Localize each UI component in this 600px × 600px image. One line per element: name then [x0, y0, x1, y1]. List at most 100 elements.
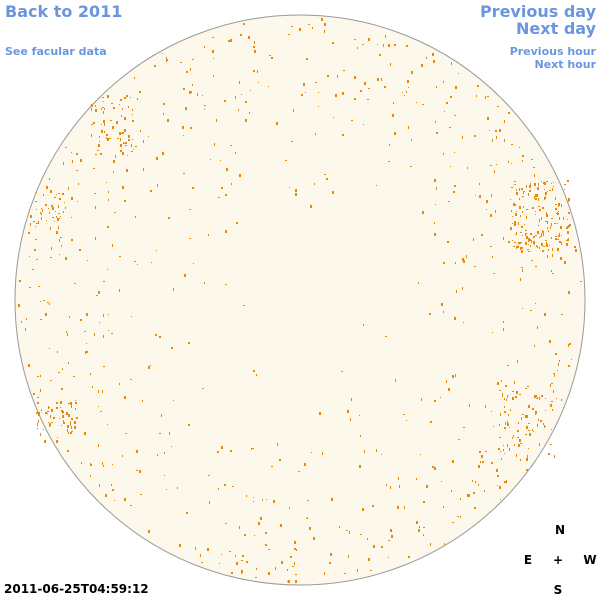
facula: [550, 404, 552, 407]
facula: [511, 210, 512, 212]
facula: [554, 223, 556, 224]
facula: [509, 427, 510, 428]
facula: [455, 262, 456, 264]
facula: [61, 425, 62, 426]
facula: [534, 183, 536, 186]
facula: [499, 129, 501, 132]
facula: [548, 230, 549, 232]
facula: [265, 532, 267, 534]
facula: [94, 333, 95, 336]
facula: [561, 235, 562, 236]
facula: [458, 73, 459, 74]
facula: [357, 569, 358, 572]
facula: [164, 452, 165, 454]
facula: [56, 194, 57, 195]
facula: [95, 237, 96, 240]
facula: [452, 375, 454, 378]
facula: [78, 183, 79, 185]
previous-day-link[interactable]: Previous day: [479, 2, 596, 21]
facula: [71, 405, 72, 408]
facula: [122, 152, 124, 155]
facula: [517, 430, 519, 432]
facula: [271, 466, 273, 467]
facula: [525, 434, 527, 435]
next-hour-link[interactable]: Next hour: [534, 58, 597, 71]
facula: [38, 412, 40, 415]
facula: [512, 391, 514, 392]
facula: [560, 226, 562, 229]
facula: [111, 103, 113, 104]
facula: [499, 486, 501, 489]
facula: [136, 450, 138, 453]
facula: [252, 448, 254, 449]
facula: [142, 400, 143, 402]
facula: [139, 470, 141, 473]
facula: [29, 256, 30, 257]
compass-west: W: [583, 553, 597, 567]
facula: [103, 111, 104, 114]
facula: [108, 314, 109, 315]
facula: [112, 244, 113, 247]
facula: [553, 373, 555, 374]
facula: [575, 249, 577, 252]
facula: [367, 99, 369, 100]
facula: [545, 221, 547, 222]
facula: [60, 401, 62, 404]
facula: [50, 227, 51, 230]
facula: [515, 396, 517, 398]
facula: [521, 226, 523, 228]
facula: [394, 44, 396, 46]
facula: [512, 223, 513, 224]
facula: [505, 385, 506, 387]
facula: [50, 415, 51, 418]
facula: [189, 238, 191, 239]
facula: [148, 530, 150, 533]
facula: [230, 39, 232, 42]
facula: [545, 240, 547, 241]
facula: [132, 120, 134, 122]
facula: [446, 102, 448, 104]
facula: [539, 443, 540, 446]
facula: [533, 236, 535, 238]
next-day-link[interactable]: Next day: [516, 19, 596, 38]
facula: [532, 408, 534, 410]
facula: [376, 185, 377, 186]
facular-link[interactable]: See facular data: [5, 45, 107, 58]
facula: [448, 388, 450, 391]
facula: [499, 390, 501, 391]
back-year-link[interactable]: Back to 2011: [5, 2, 123, 21]
facula: [535, 198, 536, 200]
facula: [394, 132, 396, 135]
facula: [528, 448, 529, 449]
facula: [411, 71, 413, 74]
compass-south: S: [553, 583, 563, 597]
facula: [399, 485, 400, 488]
facula: [514, 221, 516, 224]
facula: [99, 141, 100, 142]
facula: [520, 215, 521, 217]
facula: [122, 132, 124, 134]
facula: [212, 50, 214, 53]
facula: [522, 308, 523, 309]
facula: [332, 191, 334, 194]
facula: [559, 217, 560, 220]
facula: [370, 570, 372, 571]
facula: [544, 182, 546, 185]
facula: [71, 217, 72, 218]
facula: [262, 499, 263, 501]
facula: [541, 395, 543, 397]
previous-hour-link[interactable]: Previous hour: [509, 45, 596, 58]
facula: [60, 237, 62, 238]
facula: [50, 257, 52, 258]
facula: [335, 94, 337, 97]
facula: [98, 444, 99, 447]
facula: [443, 153, 444, 155]
facula: [474, 135, 476, 137]
facula: [497, 383, 498, 384]
facula: [559, 360, 560, 362]
facula: [303, 83, 305, 86]
facula: [432, 53, 434, 56]
facula: [214, 143, 215, 146]
facula: [563, 217, 564, 220]
facula: [139, 91, 141, 93]
